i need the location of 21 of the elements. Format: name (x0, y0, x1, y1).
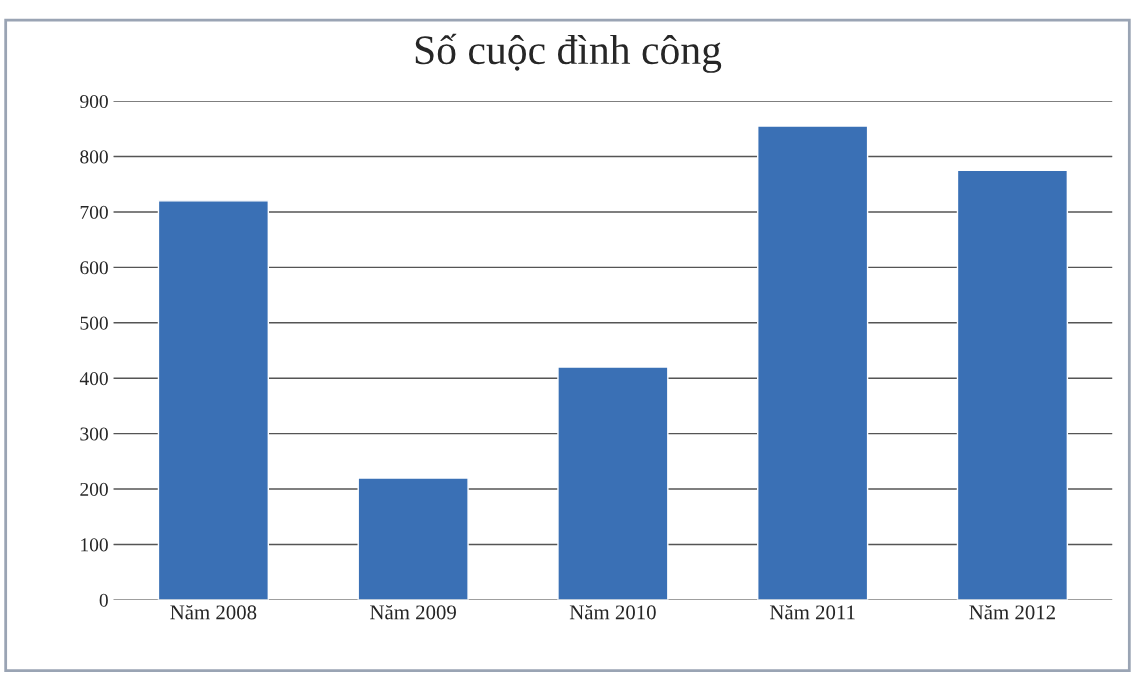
y-tick-label: 300 (80, 427, 108, 441)
y-tick-label: 900 (80, 94, 108, 109)
bar (357, 477, 469, 600)
x-tick-label: Năm 2008 (170, 604, 257, 620)
bar (956, 169, 1069, 600)
bar (757, 125, 869, 600)
x-tick-label: Năm 2011 (769, 604, 855, 620)
y-tick-label: 500 (80, 316, 108, 330)
x-tick-label: Năm 2012 (969, 604, 1055, 620)
y-tick-label: 700 (80, 205, 108, 219)
bar (557, 366, 669, 600)
y-tick-label: 100 (81, 538, 108, 552)
y-tick-label: 600 (80, 261, 108, 275)
bar (157, 200, 270, 600)
x-tick-label: Năm 2009 (370, 604, 456, 620)
x-tick-label: Năm 2010 (569, 604, 656, 620)
y-tick-label: 200 (80, 482, 108, 496)
chart-title: Số cuộc đình công (415, 33, 722, 73)
y-tick-label: 0 (99, 593, 108, 607)
y-tick-label: 800 (80, 150, 108, 164)
y-tick-label: 400 (79, 372, 108, 386)
